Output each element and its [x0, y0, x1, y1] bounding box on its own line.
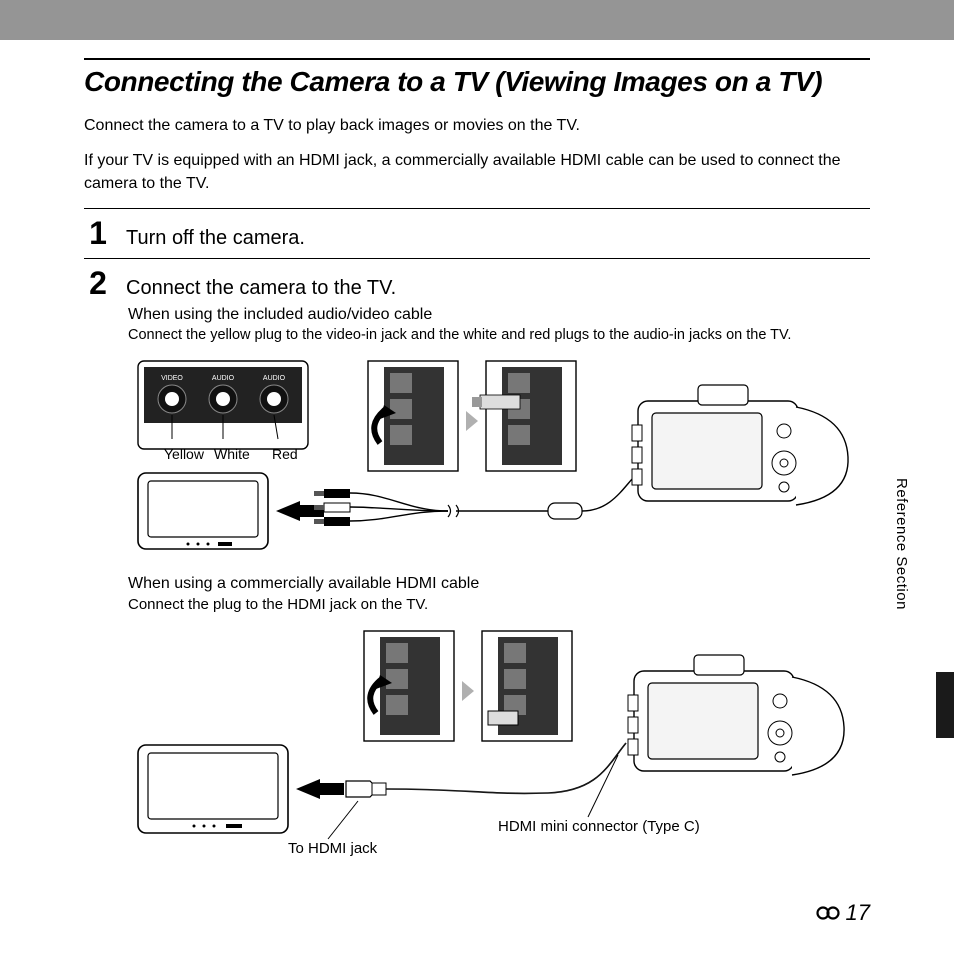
tv-icon: [138, 745, 288, 833]
plug-red-label: Red: [272, 446, 298, 462]
camera-port-panel-2-icon: [482, 631, 572, 741]
camera-body-icon: [628, 655, 844, 775]
hdmi-connector-label: HDMI mini connector (Type C): [498, 818, 700, 835]
hdmi-heading: When using a commercially available HDMI…: [128, 561, 870, 593]
intro-line-1: Connect the camera to a TV to play back …: [84, 108, 870, 143]
plug-yellow-label: Yellow: [164, 446, 205, 462]
av-diagram: VIDEO AUDIO AUDIO: [128, 355, 870, 555]
jack-audio2-label: AUDIO: [263, 375, 286, 382]
page-content: Connecting the Camera to a TV (Viewing I…: [0, 58, 954, 857]
camera-port-panel-2-icon: [472, 361, 576, 471]
step-1-number: 1: [84, 215, 112, 252]
tv-icon: [138, 473, 268, 549]
hdmi-diagram: To HDMI jack HDMI mini connector (Type C…: [128, 625, 870, 857]
sidebar-label: Reference Section: [893, 478, 910, 610]
sidebar-tab: [936, 672, 954, 738]
page-title: Connecting the Camera to a TV (Viewing I…: [84, 60, 870, 108]
jack-audio1-label: AUDIO: [212, 375, 235, 382]
av-cable-icon: [276, 465, 648, 526]
rca-panel-icon: VIDEO AUDIO AUDIO: [138, 361, 308, 462]
hdmi-to-jack-label: To HDMI jack: [288, 840, 378, 857]
chevron-right-icon: [466, 411, 478, 431]
step-2: 2 Connect the camera to the TV.: [84, 259, 870, 302]
chain-link-icon: [816, 904, 844, 922]
page-number-text: 17: [846, 900, 870, 926]
page-number: 17: [816, 900, 870, 926]
plug-white-label: White: [214, 446, 250, 462]
step-2-body: When using the included audio/video cabl…: [84, 302, 870, 858]
camera-port-panel-1-icon: [364, 631, 454, 741]
hdmi-desc: Connect the plug to the HDMI jack on the…: [128, 593, 870, 615]
intro-line-2: If your TV is equipped with an HDMI jack…: [84, 143, 870, 201]
header-gray-bar: [0, 0, 954, 40]
hdmi-cable-icon: [296, 743, 626, 799]
av-desc: Connect the yellow plug to the video-in …: [128, 324, 870, 346]
step-1: 1 Turn off the camera.: [84, 209, 870, 252]
jack-video-label: VIDEO: [161, 375, 183, 382]
step-2-number: 2: [84, 265, 112, 302]
camera-port-panel-1-icon: [368, 361, 458, 471]
camera-body-icon: [632, 385, 848, 505]
av-heading: When using the included audio/video cabl…: [128, 302, 870, 324]
chevron-right-icon: [462, 681, 474, 701]
step-1-text: Turn off the camera.: [126, 224, 305, 252]
step-2-text: Connect the camera to the TV.: [126, 274, 396, 302]
